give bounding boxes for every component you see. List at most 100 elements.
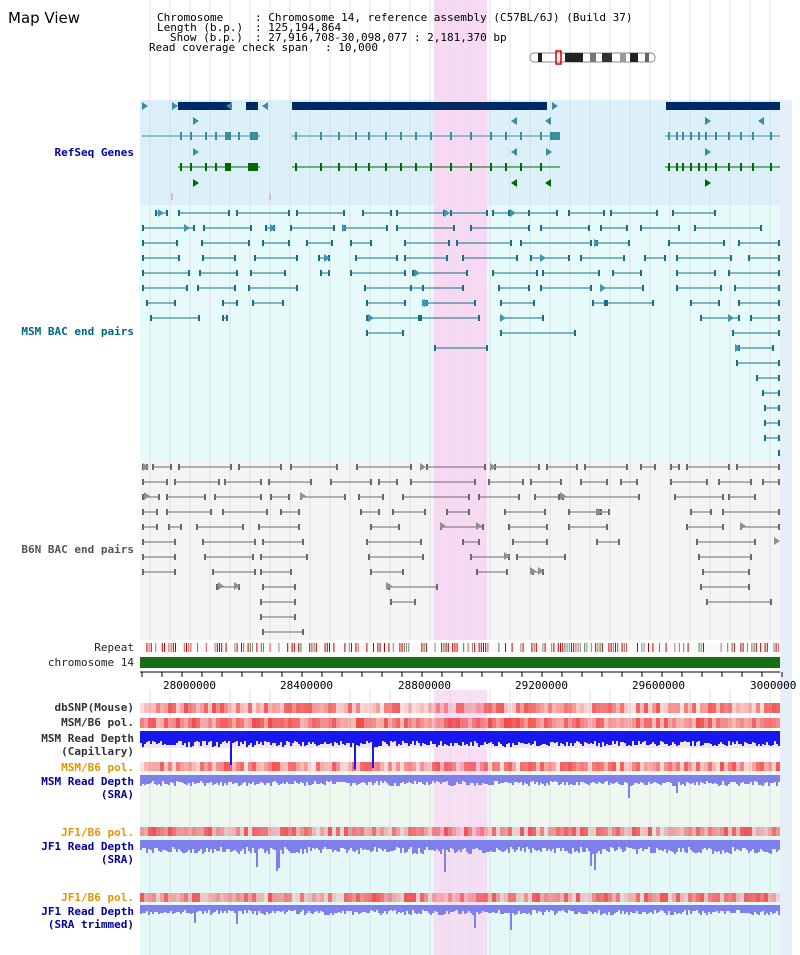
depth-bar (408, 905, 410, 914)
depth-bar (496, 905, 498, 913)
track-label-refseq[interactable]: RefSeq Genes (54, 146, 134, 159)
heat-cell (316, 827, 320, 836)
depth-bar (606, 840, 608, 851)
depth-bar (654, 775, 656, 782)
heat-cell (256, 703, 260, 713)
repeat-element (610, 643, 612, 652)
bac-end (700, 315, 702, 321)
heat-cell (356, 827, 360, 836)
track-label-jf1-b6-pol-2[interactable]: JF1/B6 pol. (61, 891, 134, 904)
depth-bar (438, 840, 440, 851)
depth-bar (778, 731, 780, 746)
heat-cell (368, 718, 372, 728)
heat-cell (524, 827, 528, 836)
bac-end (728, 270, 730, 276)
depth-bar (488, 905, 490, 913)
track-label-jf1-depth-sra[interactable]: JF1 Read Depth (41, 840, 134, 853)
heat-cell (688, 893, 692, 902)
depth-bar (228, 775, 230, 782)
depth-bar (730, 905, 732, 913)
heat-cell (596, 893, 600, 902)
depth-bar (740, 840, 742, 851)
heat-cell (332, 893, 336, 902)
depth-bar (438, 905, 440, 915)
depth-bar (276, 731, 278, 746)
repeat-element (190, 643, 192, 652)
repeat-element (205, 643, 207, 652)
depth-bar (194, 731, 196, 742)
track-label-msm-b6-pol-2[interactable]: MSM/B6 pol. (61, 761, 134, 774)
depth-bar (178, 905, 180, 912)
heat-cell (752, 827, 756, 836)
depth-bar (488, 731, 490, 743)
depth-bar (376, 905, 378, 910)
depth-bar (748, 731, 750, 744)
depth-bar (478, 775, 480, 785)
heat-cell (288, 718, 292, 728)
track-label-jf1-b6-pol-1[interactable]: JF1/B6 pol. (61, 826, 134, 839)
depth-bar (206, 840, 208, 848)
depth-bar (328, 840, 330, 849)
heat-cell (656, 718, 660, 728)
depth-bar (434, 840, 436, 851)
depth-bar (694, 731, 696, 746)
strand-arrow (172, 102, 178, 110)
heat-cell (400, 893, 404, 902)
depth-bar (540, 905, 542, 912)
heat-cell (196, 762, 200, 771)
heat-cell (680, 762, 684, 771)
bac-end (536, 270, 538, 276)
heat-cell (376, 703, 380, 713)
track-label-jf1-depth-trim[interactable]: JF1 Read Depth (41, 905, 134, 918)
track-label-msm-depth-sra[interactable]: MSM Read Depth (41, 775, 134, 788)
depth-bar (268, 775, 270, 783)
depth-bar (180, 840, 182, 851)
depth-bar (502, 775, 504, 783)
track-label-repeat[interactable]: Repeat (94, 641, 134, 654)
track-label-dbsnp[interactable]: dbSNP(Mouse) (54, 701, 134, 714)
depth-bar (190, 731, 192, 747)
depth-bar (370, 731, 372, 742)
heat-cell (548, 893, 552, 902)
track-label-chromosome[interactable]: chromosome 14 (47, 656, 134, 669)
heat-cell (360, 893, 364, 902)
heat-cell (640, 893, 644, 902)
repeat-element (566, 643, 568, 652)
depth-bar (432, 775, 434, 781)
depth-bar (182, 775, 184, 783)
repeat-element (520, 643, 522, 652)
bac-end (448, 240, 450, 246)
depth-bar (720, 840, 722, 854)
depth-bar (526, 731, 528, 744)
heat-cell (556, 827, 560, 836)
bac-end (778, 509, 780, 515)
depth-bar (242, 840, 244, 849)
track-label-msm-bac[interactable]: MSM BAC end pairs (21, 325, 134, 338)
heat-cell (664, 703, 668, 713)
depth-bar (758, 731, 760, 744)
depth-bar (486, 905, 488, 912)
exon (676, 132, 678, 140)
heat-cell (264, 703, 268, 713)
depth-bar (696, 840, 698, 853)
depth-bar (174, 840, 176, 849)
depth-bar (448, 905, 450, 914)
depth-bar (172, 905, 174, 914)
track-label-msm-b6-pol-1[interactable]: MSM/B6 pol. (61, 716, 134, 729)
heat-cell (536, 762, 540, 771)
track-label-b6n-bac[interactable]: B6N BAC end pairs (21, 543, 134, 556)
depth-bar (668, 840, 670, 850)
bac-end (504, 509, 506, 515)
track-label-msm-depth-cap[interactable]: MSM Read Depth (41, 732, 134, 745)
depth-bar (536, 905, 538, 913)
depth-bar (754, 731, 756, 743)
heat-cell (332, 718, 336, 728)
depth-bar (388, 840, 390, 852)
heat-cell (216, 827, 220, 836)
heat-cell (220, 893, 224, 902)
depth-bar (706, 775, 708, 781)
bac-end (396, 255, 398, 261)
depth-bar (366, 840, 368, 850)
heat-cell (208, 762, 212, 771)
heat-cell (152, 718, 156, 728)
